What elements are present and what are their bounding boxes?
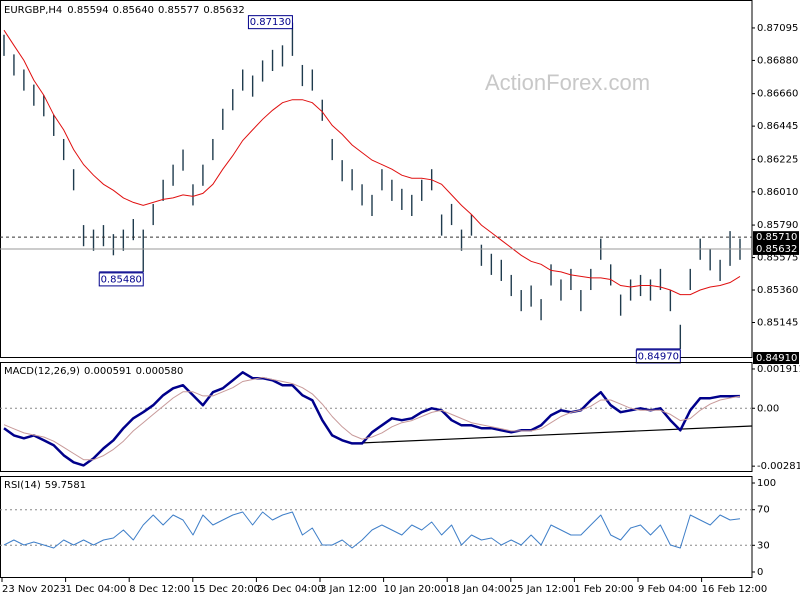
price-label: 0.85710 — [756, 232, 797, 243]
indicator-line — [3, 511, 741, 549]
header-value: 0.85640 — [113, 5, 154, 16]
y-tick-label: 100 — [757, 478, 776, 489]
y-tick-label: 0.86445 — [757, 121, 798, 132]
symbol: EURGBP,H4 — [4, 5, 62, 16]
y-tick-label: 0.86880 — [757, 55, 798, 66]
panel-frame — [0, 476, 753, 578]
y-tick-label: 0.86660 — [757, 89, 798, 100]
indicator-line — [3, 371, 741, 467]
x-tick-label: 25 Jan 12:00 — [511, 584, 574, 595]
panel-frame — [0, 362, 753, 472]
x-tick-label: 1 Feb 20:00 — [574, 584, 633, 595]
annotation-label: 0.84970 — [638, 351, 679, 362]
y-tick-label: 0.87095 — [757, 23, 798, 34]
y-tick-label: 0 — [757, 567, 763, 578]
moving-average — [3, 29, 741, 296]
x-tick-label: 26 Dec 04:00 — [256, 584, 323, 595]
y-tick-label: 70 — [757, 505, 770, 516]
annotation-box — [98, 272, 144, 287]
indicator-line — [3, 376, 741, 461]
price-label-box — [753, 352, 799, 364]
y-tick-label: -0.002816 — [757, 461, 800, 472]
trendline — [359, 425, 753, 444]
x-tick-label: 1 Dec 04:00 — [66, 584, 127, 595]
y-tick-label: 0.86225 — [757, 154, 798, 165]
y-tick-label: 0.001911 — [757, 364, 800, 375]
price-label: 0.84910 — [756, 353, 797, 364]
x-tick-label: 18 Jan 04:00 — [447, 584, 510, 595]
annotation-label: 0.85480 — [101, 274, 142, 285]
chart-header: EURGBP,H4 0.85594 0.85640 0.85577 0.85632 — [4, 5, 245, 16]
y-tick-label: 0.85575 — [757, 253, 798, 264]
rsi-legend: RSI(14) 59.7581 — [4, 480, 86, 491]
x-tick-label: 16 Feb 12:00 — [702, 584, 768, 595]
y-tick-label: 0.85790 — [757, 220, 798, 231]
x-tick-label: 8 Dec 12:00 — [129, 584, 190, 595]
header-value: 0.85632 — [203, 5, 244, 16]
annotation-label: 0.87130 — [250, 17, 291, 28]
x-tick-label: 15 Dec 20:00 — [193, 584, 260, 595]
indicator-name: MACD(12,26,9) — [4, 366, 80, 377]
price-label-box — [753, 242, 799, 255]
x-tick-label: 10 Jan 20:00 — [384, 584, 447, 595]
y-tick-label: 0.86010 — [757, 187, 798, 198]
y-tick-label: 30 — [757, 540, 770, 551]
price-label-box — [753, 231, 799, 244]
y-tick-label: 0.85360 — [757, 285, 798, 296]
price-label: 0.85632 — [756, 244, 797, 255]
x-tick-label: 3 Jan 12:00 — [320, 584, 377, 595]
legend-value: 0.000580 — [136, 366, 184, 377]
header-value: 0.85577 — [158, 5, 199, 16]
x-tick-label: 9 Feb 04:00 — [638, 584, 697, 595]
y-tick-label: 0.85145 — [757, 318, 798, 329]
macd-legend: MACD(12,26,9) 0.000591 0.000580 — [4, 366, 183, 377]
watermark: ActionForex.com — [485, 70, 650, 95]
panel-frame — [0, 0, 753, 358]
indicator-name: RSI(14) — [4, 480, 41, 491]
annotation-box — [247, 15, 293, 30]
header-value: 0.85594 — [67, 5, 108, 16]
legend-value: 0.000591 — [84, 366, 132, 377]
y-tick-label: 0.00 — [757, 403, 779, 414]
legend-value: 59.7581 — [45, 480, 86, 491]
x-tick-label: 23 Nov 2023 — [2, 584, 66, 595]
